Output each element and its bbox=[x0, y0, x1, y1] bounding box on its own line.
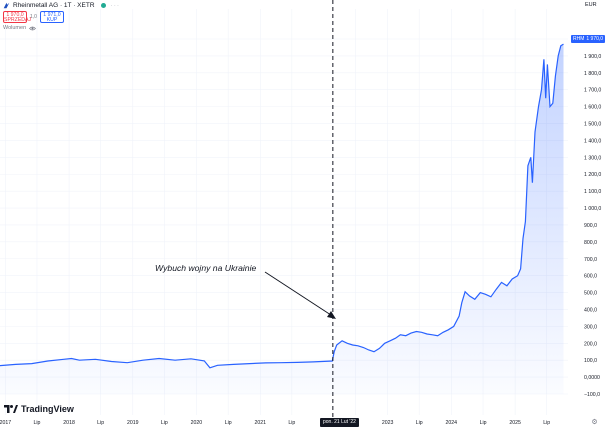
brand-name: TradingView bbox=[21, 404, 74, 414]
y-tick-label: 800,0 bbox=[584, 240, 597, 246]
y-tick-label: 1 200,0 bbox=[584, 172, 601, 178]
y-tick-label: 700,0 bbox=[584, 257, 597, 263]
x-tick-label: 2018 bbox=[63, 420, 75, 426]
annotation-arrowhead bbox=[327, 311, 336, 319]
rheinmetall-logo-icon bbox=[3, 2, 10, 9]
x-tick-label: 2023 bbox=[382, 420, 394, 426]
currency-label[interactable]: EUR bbox=[585, 2, 597, 8]
x-tick-label: Lip bbox=[97, 420, 104, 426]
y-tick-label: 1 400,0 bbox=[584, 138, 601, 144]
y-tick-label: 300,0 bbox=[584, 324, 597, 330]
x-tick-label: 2021 bbox=[255, 420, 267, 426]
y-tick-label: 100,0 bbox=[584, 358, 597, 364]
eye-icon[interactable] bbox=[29, 26, 37, 31]
annotation-arrow bbox=[264, 271, 335, 318]
x-tick-label: Lip bbox=[161, 420, 168, 426]
y-tick-label: 1 700,0 bbox=[584, 88, 601, 94]
y-tick-label: 400,0 bbox=[584, 307, 597, 313]
tradingview-logo-icon bbox=[4, 405, 18, 413]
y-tick-label: 200,0 bbox=[584, 341, 597, 347]
y-tick-label: 600,0 bbox=[584, 274, 597, 280]
y-tick-label: 1 600,0 bbox=[584, 105, 601, 111]
annotation-text: Wybuch wojny na Ukrainie bbox=[155, 263, 257, 273]
series-area bbox=[0, 44, 564, 394]
settings-gear-icon[interactable]: ⚙ bbox=[591, 419, 598, 426]
symbol-title[interactable]: Rheinmetall AG · 1T · XETR bbox=[13, 2, 95, 9]
chart-header: Rheinmetall AG · 1T · XETR ··· bbox=[3, 2, 120, 9]
sell-label: SPRZEDAJ bbox=[4, 17, 32, 24]
x-tick-label: Lip bbox=[34, 420, 41, 426]
y-axis: 2 000,01 900,01 800,01 700,01 600,01 500… bbox=[584, 37, 601, 398]
x-tick-label: Lip bbox=[416, 420, 423, 426]
sell-price: 1 970,0 bbox=[6, 11, 24, 18]
price-tag-symbol: RHM bbox=[573, 36, 585, 42]
price-tag-value: 1 970,0 bbox=[586, 36, 604, 42]
x-tick-label: 2025 bbox=[509, 420, 521, 426]
x-tick-label: Lip bbox=[543, 420, 550, 426]
y-tick-label: 1 500,0 bbox=[584, 122, 601, 128]
y-tick-label: 1 800,0 bbox=[584, 71, 601, 77]
market-open-icon bbox=[100, 3, 106, 8]
x-tick-label: 2024 bbox=[446, 420, 458, 426]
x-tick-label: Lip bbox=[480, 420, 487, 426]
y-tick-label: 900,0 bbox=[584, 223, 597, 229]
y-tick-label: 1 300,0 bbox=[584, 155, 601, 161]
buy-label: KUP bbox=[46, 17, 58, 24]
y-tick-label: 1 100,0 bbox=[584, 189, 601, 195]
last-price-tag: RHM 1 970,0 bbox=[571, 35, 606, 43]
x-tick-label: 2020 bbox=[191, 420, 203, 426]
x-tick-label: Lip bbox=[288, 420, 295, 426]
cursor-date-label: pon. 21 Lut '22 bbox=[320, 418, 359, 427]
buy-button[interactable]: 1 971,0 KUP bbox=[39, 11, 64, 24]
y-tick-label: 1 000,0 bbox=[584, 206, 601, 212]
volume-legend: Wolumen bbox=[3, 25, 37, 31]
volume-label[interactable]: Wolumen bbox=[3, 25, 27, 31]
x-tick-label: 2019 bbox=[127, 420, 139, 426]
y-tick-label: 1 900,0 bbox=[584, 54, 601, 60]
y-tick-label: 500,0 bbox=[584, 291, 597, 297]
x-tick-label: 2017 bbox=[0, 420, 11, 426]
spread-value: 1,0 bbox=[30, 14, 37, 20]
series-line bbox=[0, 43, 564, 369]
more-options-icon[interactable]: ··· bbox=[110, 2, 121, 9]
sell-button[interactable]: 1 970,0 SPRZEDAJ bbox=[3, 11, 32, 24]
x-axis: 2017 Lip 2018 Lip 2019 Lip 2020 Lip 2021 Lip Lip 20… bbox=[0, 420, 550, 426]
tradingview-brand[interactable]: TradingView bbox=[4, 404, 74, 414]
y-tick-label: 0,0000 bbox=[584, 375, 600, 381]
y-tick-label: −100,0 bbox=[584, 392, 600, 398]
x-tick-label: Lip bbox=[225, 420, 232, 426]
buy-price: 1 971,0 bbox=[43, 11, 61, 18]
quote-row: 1 970,0 SPRZEDAJ 1,0 1 971,0 KUP bbox=[3, 11, 64, 23]
